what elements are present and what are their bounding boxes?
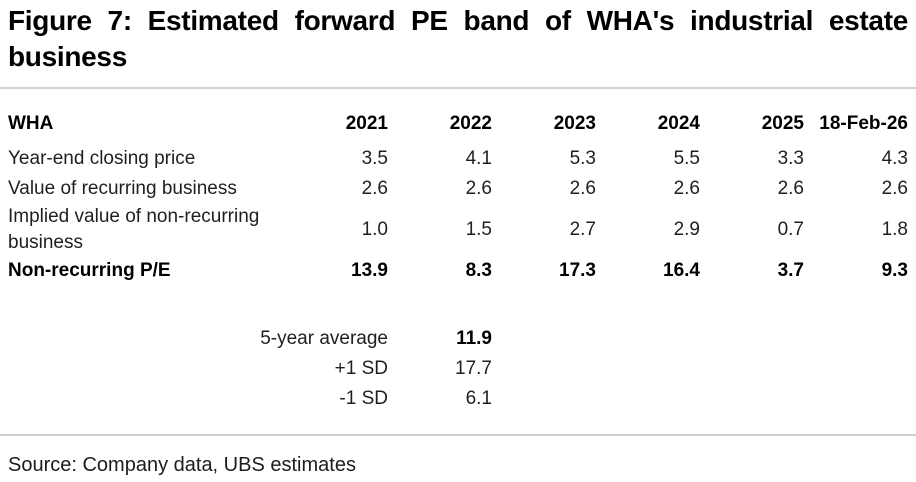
cell-value: 4.3	[881, 148, 908, 169]
summary-label: +1 SD	[334, 358, 388, 379]
summary-row-minus-1sd: -1 SD 6.1	[8, 384, 908, 414]
summary-label: 5-year average	[260, 328, 388, 349]
pe-band-table: WHA 2021 2022 2023 2024 2025 18-Feb-26 Y…	[8, 89, 908, 414]
header-year-2023: 2023	[553, 113, 596, 134]
table-row-nonrecurring-value: Implied value of non-recurring business …	[8, 204, 908, 256]
header-date: 18-Feb-26	[819, 113, 908, 134]
header-company: WHA	[8, 113, 54, 134]
summary-row-average: 5-year average 11.9	[8, 324, 908, 354]
header-year-2024: 2024	[657, 113, 700, 134]
cell-value: 3.7	[777, 260, 804, 281]
cell-value: 2.6	[881, 178, 908, 199]
cell-value: 3.5	[361, 148, 388, 169]
cell-value: 4.1	[465, 148, 492, 169]
cell-value: 1.0	[361, 219, 388, 240]
cell-value: 2.6	[361, 178, 388, 199]
source-note: Source: Company data, UBS estimates	[8, 454, 356, 476]
spacer-row	[8, 286, 908, 324]
cell-value: 1.8	[881, 219, 908, 240]
summary-value: 6.1	[465, 388, 492, 409]
cell-value: 2.6	[673, 178, 700, 199]
cell-value: 5.3	[569, 148, 596, 169]
summary-value: 17.7	[455, 358, 492, 379]
cell-value: 0.7	[777, 219, 804, 240]
cell-value: 2.9	[673, 219, 700, 240]
row-label: Non-recurring P/E	[8, 260, 171, 281]
summary-row-plus-1sd: +1 SD 17.7	[8, 354, 908, 384]
table-row-recurring-value: Value of recurring business 2.6 2.6 2.6 …	[8, 174, 908, 204]
top-divider	[0, 87, 916, 89]
row-label: Implied value of non-recurring business	[8, 206, 260, 253]
cell-value: 2.7	[569, 219, 596, 240]
cell-value: 5.5	[673, 148, 700, 169]
table-row-closing-price: Year-end closing price 3.5 4.1 5.3 5.5 3…	[8, 144, 908, 174]
row-label: Year-end closing price	[8, 148, 196, 169]
cell-value: 1.5	[465, 219, 492, 240]
summary-label: -1 SD	[339, 388, 388, 409]
table-row-nonrecurring-pe: Non-recurring P/E 13.9 8.3 17.3 16.4 3.7…	[8, 256, 908, 286]
empty-cell	[492, 324, 908, 354]
cell-value: 9.3	[881, 260, 908, 281]
cell-value: 13.9	[351, 260, 388, 281]
header-year-2021: 2021	[345, 113, 388, 134]
cell-value: 2.6	[777, 178, 804, 199]
cell-value: 2.6	[465, 178, 492, 199]
cell-value: 16.4	[663, 260, 700, 281]
cell-value: 17.3	[559, 260, 596, 281]
row-label: Value of recurring business	[8, 178, 237, 199]
figure-title: Figure 7: Estimated forward PE band of W…	[8, 5, 908, 72]
header-year-2022: 2022	[449, 113, 492, 134]
table-header-row: WHA 2021 2022 2023 2024 2025 18-Feb-26	[8, 89, 908, 144]
bottom-divider	[0, 434, 916, 436]
cell-value: 2.6	[569, 178, 596, 199]
cell-value: 3.3	[777, 148, 804, 169]
empty-cell	[492, 354, 908, 384]
cell-value: 8.3	[465, 260, 492, 281]
empty-cell	[492, 384, 908, 414]
summary-value: 11.9	[456, 328, 492, 349]
header-year-2025: 2025	[761, 113, 804, 134]
